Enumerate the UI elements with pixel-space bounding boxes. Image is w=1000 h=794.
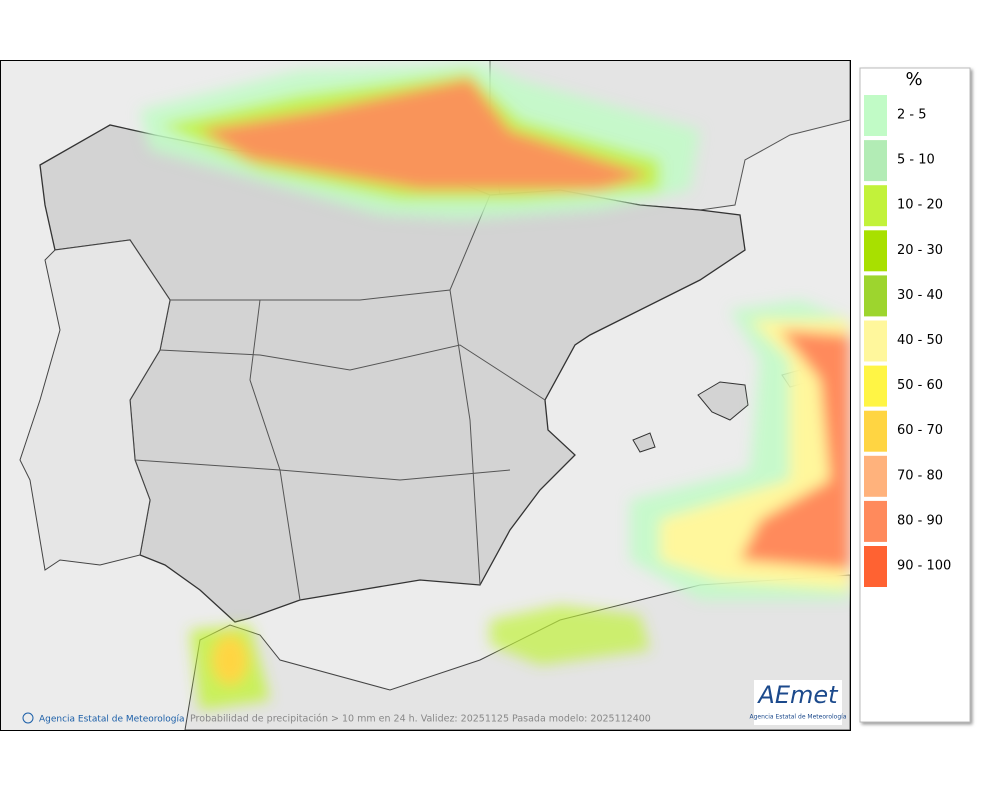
legend-label: 40 - 50 xyxy=(897,333,943,348)
legend-label: 5 - 10 xyxy=(897,153,935,168)
legend: 2 - 5 5 - 10 10 - 20 20 - 30 30 - 40 40 - 50 5… xyxy=(864,95,951,587)
map xyxy=(1,60,850,730)
legend-label: 10 - 20 xyxy=(897,198,943,213)
logo-subtitle: Agencia Estatal de Meteorología xyxy=(750,714,847,721)
logo-name: AEmet xyxy=(756,681,839,709)
legend-swatch xyxy=(864,140,887,182)
legend-label: 70 - 80 xyxy=(897,468,943,483)
legend-label: 20 - 30 xyxy=(897,243,943,258)
credit: Agencia Estatal de Meteorología xyxy=(39,715,185,725)
legend-swatch xyxy=(864,365,887,407)
legend-swatch xyxy=(864,546,887,587)
legend-label: 60 - 70 xyxy=(897,423,943,438)
legend-swatch xyxy=(864,275,887,317)
legend-swatch xyxy=(864,320,887,362)
legend-swatch xyxy=(864,230,887,272)
caption: Probabilidad de precipitación > 10 mm en… xyxy=(190,714,651,725)
legend-label: 50 - 60 xyxy=(897,378,943,393)
precipitation xyxy=(140,62,850,710)
legend-swatch xyxy=(864,185,887,227)
legend-label: 2 - 5 xyxy=(897,108,927,123)
logo-box xyxy=(754,680,842,725)
legend-swatch xyxy=(864,410,887,452)
legend-swatch xyxy=(864,455,887,497)
map-frame xyxy=(0,60,851,731)
legend-swatch xyxy=(864,500,887,542)
copyright-icon xyxy=(22,712,34,724)
region-borders xyxy=(134,194,546,601)
legend-title: % xyxy=(905,69,922,90)
legend-swatch xyxy=(864,95,887,136)
legend-label: 30 - 40 xyxy=(897,288,943,303)
legend-label: 80 - 90 xyxy=(897,513,943,528)
legend-label: 90 - 100 xyxy=(897,559,951,574)
